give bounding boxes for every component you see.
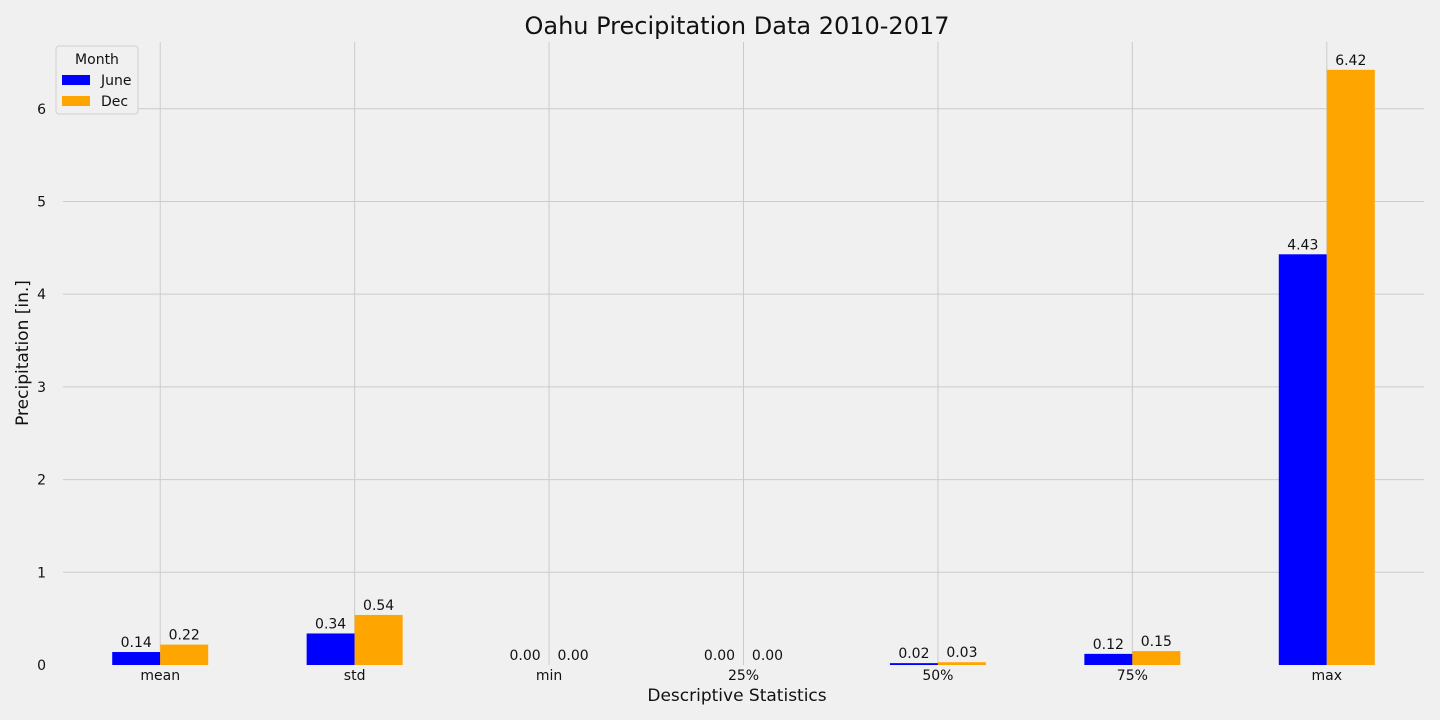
legend-title: Month xyxy=(75,52,119,68)
y-tick-label: 2 xyxy=(37,473,46,489)
bars xyxy=(112,69,1375,666)
x-tick-label: 25% xyxy=(728,668,759,684)
bar-dec xyxy=(1326,69,1375,665)
data-label: 0.00 xyxy=(704,648,735,664)
data-label: 0.03 xyxy=(946,645,977,661)
legend-label-june: June xyxy=(100,73,132,89)
bar-june xyxy=(306,633,355,665)
x-tick-label: min xyxy=(536,668,562,684)
x-tick-label: std xyxy=(344,668,366,684)
data-label: 0.14 xyxy=(121,635,152,651)
data-label: 0.34 xyxy=(315,616,346,632)
y-axis-ticks: 0 1 2 3 4 5 6 xyxy=(37,102,46,674)
x-axis-ticks: mean std min 25% 50% 75% max xyxy=(140,668,1342,684)
grid xyxy=(63,42,1424,665)
bar-dec xyxy=(160,644,209,665)
data-label: 0.00 xyxy=(557,648,588,664)
y-tick-label: 3 xyxy=(37,380,46,396)
data-label: 0.02 xyxy=(898,646,929,662)
legend-swatch-dec xyxy=(62,96,90,106)
bar-dec xyxy=(354,614,403,665)
bar-june xyxy=(1084,653,1133,665)
y-tick-label: 1 xyxy=(37,565,46,581)
legend-label-dec: Dec xyxy=(101,94,128,110)
data-label: 0.00 xyxy=(509,648,540,664)
bar-june xyxy=(1278,254,1327,666)
legend: Month June Dec xyxy=(55,45,139,115)
bar-dec xyxy=(1132,651,1181,665)
y-tick-label: 6 xyxy=(37,102,46,118)
data-labels: 0.14 0.22 0.34 0.54 0.00 0.00 0.00 0.00 0.02 0.03… xyxy=(121,53,1367,664)
y-axis-label: Precipitation [in.] xyxy=(13,280,33,426)
bar-june xyxy=(889,663,938,665)
data-label: 0.15 xyxy=(1141,634,1172,650)
data-label: 6.42 xyxy=(1335,53,1366,69)
data-label: 4.43 xyxy=(1287,237,1318,253)
x-tick-label: 75% xyxy=(1117,668,1148,684)
y-tick-label: 5 xyxy=(37,194,46,210)
x-tick-label: max xyxy=(1312,668,1343,684)
x-axis-label: Descriptive Statistics xyxy=(647,686,826,706)
data-label: 0.54 xyxy=(363,598,394,614)
x-tick-label: mean xyxy=(140,668,180,684)
x-tick-label: 50% xyxy=(922,668,953,684)
y-tick-label: 0 xyxy=(37,658,46,674)
legend-swatch-june xyxy=(62,75,90,85)
y-tick-label: 4 xyxy=(37,287,46,303)
data-label: 0.22 xyxy=(169,628,200,644)
bar-dec xyxy=(937,662,986,665)
data-label: 0.00 xyxy=(752,648,783,664)
chart-title: Oahu Precipitation Data 2010-2017 xyxy=(524,12,949,40)
bar-june xyxy=(112,652,161,665)
data-label: 0.12 xyxy=(1093,637,1124,653)
